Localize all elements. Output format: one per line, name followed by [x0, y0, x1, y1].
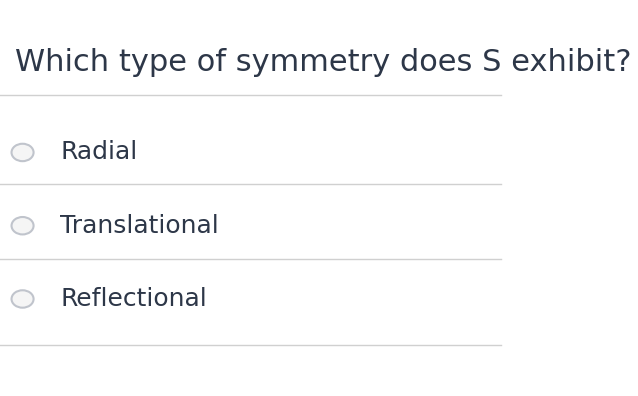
- Text: Radial: Radial: [60, 141, 137, 164]
- Circle shape: [11, 290, 34, 308]
- Circle shape: [11, 144, 34, 161]
- Text: Translational: Translational: [60, 214, 219, 238]
- Circle shape: [11, 217, 34, 234]
- Text: Which type of symmetry does S exhibit?: Which type of symmetry does S exhibit?: [15, 48, 632, 76]
- Text: Reflectional: Reflectional: [60, 287, 207, 311]
